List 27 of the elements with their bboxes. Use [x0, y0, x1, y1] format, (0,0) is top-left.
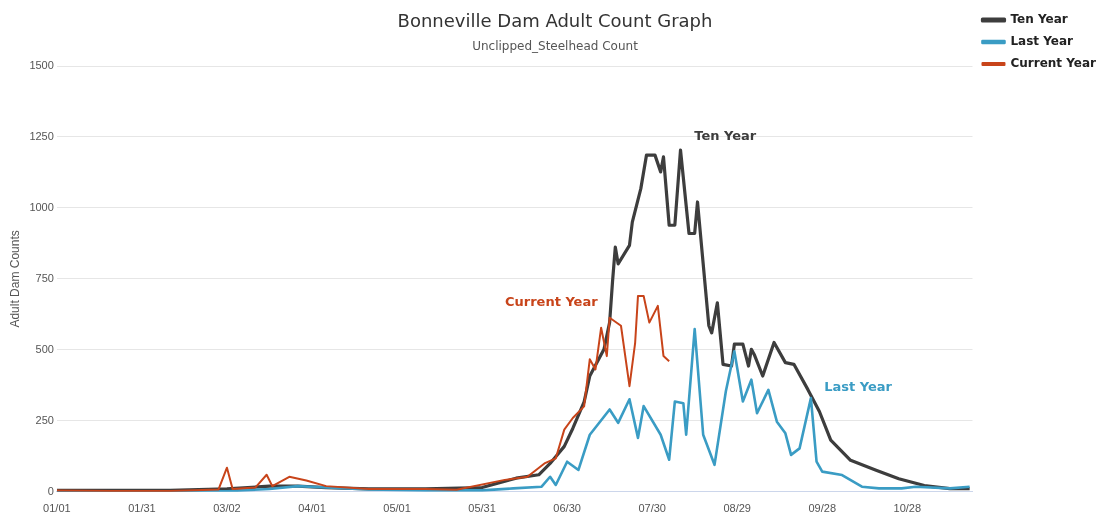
legend-label: Last Year [1010, 34, 1074, 49]
x-tick-label: 05/01 [383, 502, 411, 515]
x-tick-label: 04/01 [298, 502, 326, 515]
x-tick-label: 01/31 [128, 502, 156, 515]
y-tick-label: 1500 [29, 59, 54, 72]
x-tick-label: 07/30 [638, 502, 666, 515]
y-tick-label: 1250 [29, 130, 54, 142]
y-tick-label: 0 [47, 484, 54, 497]
legend-label: Ten Year [1010, 12, 1068, 27]
x-tick-label: 01/01 [43, 502, 71, 515]
legend-label: Current Year [1010, 56, 1097, 71]
y-tick-label: 750 [35, 271, 54, 284]
annotation: Last Year [824, 378, 893, 394]
y-tick-label: 500 [35, 342, 54, 355]
x-tick-label: 06/30 [553, 502, 581, 515]
y-axis-title: Adult Dam Counts [7, 230, 22, 328]
chart-subtitle: Unclipped_Steelhead Count [472, 38, 639, 53]
x-tick-label: 05/31 [468, 502, 496, 515]
x-tick-label: 09/28 [808, 502, 836, 515]
chart-title: Bonneville Dam Adult Count Graph [397, 10, 713, 32]
x-tick-label: 08/29 [723, 502, 751, 515]
annotation: Ten Year [694, 127, 757, 143]
y-tick-label: 1000 [29, 200, 54, 213]
annotation: Current Year [504, 293, 599, 309]
x-tick-label: 03/02 [213, 502, 241, 515]
y-tick-label: 250 [35, 413, 54, 426]
x-tick-label: 10/28 [893, 502, 922, 515]
